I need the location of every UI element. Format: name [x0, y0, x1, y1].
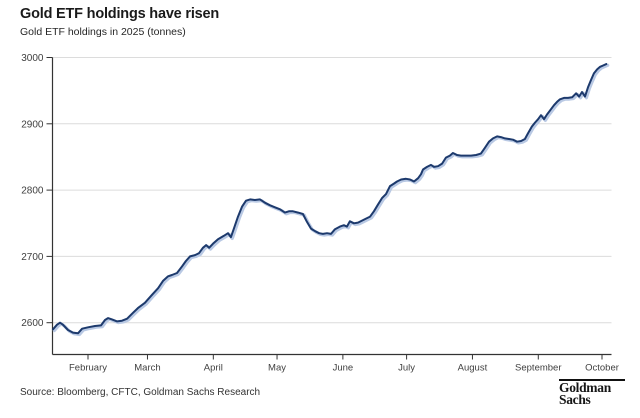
x-tick-label: May	[268, 363, 286, 374]
y-tick-label: 2600	[21, 318, 44, 329]
x-tick-label: August	[458, 363, 488, 374]
source-text: Source: Bloomberg, CFTC, Goldman Sachs R…	[20, 387, 261, 398]
series-halo-line	[52, 63, 610, 337]
x-tick-label: October	[585, 363, 619, 374]
x-tick-label: July	[398, 363, 415, 374]
page-title: Gold ETF holdings have risen	[20, 6, 220, 22]
y-gridlines	[52, 57, 612, 324]
x-tick-label: June	[333, 363, 354, 374]
y-tick-label: 2800	[21, 186, 44, 197]
gold-etf-line-chart: 2600 2700 2800 2900 3000 February March April Ma…	[21, 53, 619, 374]
series-line	[52, 63, 608, 335]
y-axis: 2600 2700 2800 2900 3000	[21, 53, 54, 355]
x-tick-label: April	[204, 363, 223, 374]
x-axis: February March April May June July August Septe…	[52, 353, 619, 374]
logo-line-1: Goldman	[559, 380, 611, 395]
x-tick-label: September	[515, 363, 561, 374]
logo-line-2: Sachs	[559, 391, 591, 407]
y-tick-label: 2900	[21, 119, 44, 130]
x-tick-label: February	[69, 363, 107, 374]
goldman-sachs-logo: Goldman Sachs	[559, 379, 625, 405]
chart-subtitle: Gold ETF holdings in 2025 (tonnes)	[20, 26, 186, 38]
chart-area: 2600 2700 2800 2900 3000 February March April Ma…	[21, 53, 619, 374]
y-tick-label: 3000	[21, 53, 44, 64]
x-tick-label: March	[134, 363, 160, 374]
y-tick-label: 2700	[21, 252, 44, 263]
